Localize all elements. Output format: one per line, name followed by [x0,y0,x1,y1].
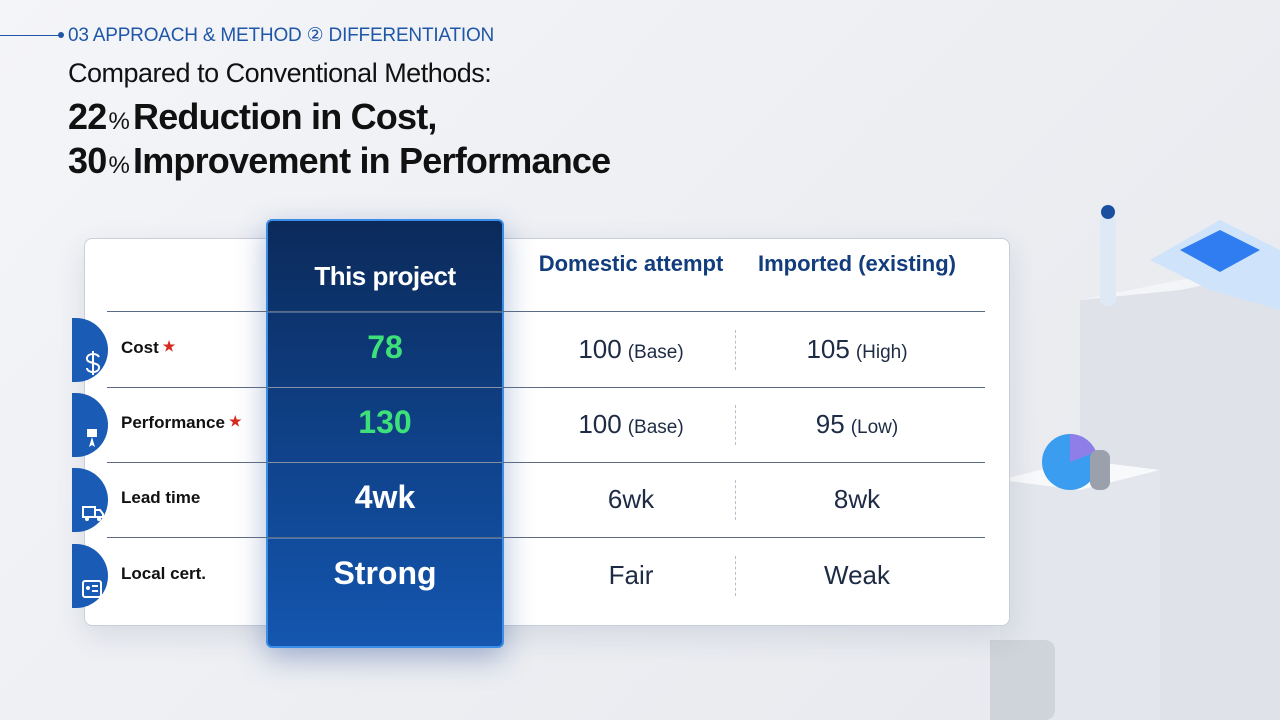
column-divider [735,404,736,445]
column-divider [735,329,736,370]
row-label-text: Local cert. [121,563,207,583]
headline-number: 22 [68,96,107,137]
headline-number: 30 [68,140,107,181]
section-label: 03 APPROACH & METHOD ② DIFFERENTIATION [68,25,495,46]
table-cell: 105 (High) [747,334,967,365]
cell-note: (High) [855,341,908,363]
row-label-text: Lead time [121,487,201,507]
highlight-value: 130 [358,403,412,440]
row-icon [82,505,104,521]
star-icon: ★ [228,412,242,429]
cell-value: 8wk [833,483,881,514]
star-icon: ★ [162,337,176,354]
row-label: Local cert. [121,564,206,584]
column-header: Imported (existing) [757,251,956,276]
row-label: Lead time [121,488,200,508]
table-cell: 8wk [747,484,967,515]
headline: 22% Reduction in Cost, [68,96,437,138]
table-cell: 100 (Base) [521,334,741,365]
column-divider [735,555,736,596]
headline-unit: % [108,152,129,179]
headline: 30% Improvement in Performance [68,140,611,182]
column-header: This project [314,261,456,291]
highlight-separator [268,387,502,388]
cell-value: 100 [578,333,622,364]
column-divider [735,479,736,520]
highlight-value: 78 [367,328,403,365]
highlight-value: Strong [333,554,437,591]
cell-note: (Base) [627,416,684,438]
cell-value: 95 [815,408,845,439]
headline-text: Improvement in Performance [133,140,611,181]
row-label: Cost ★ [121,338,175,358]
headline-unit: % [108,108,129,135]
table-cell: 95 (Low) [747,409,967,440]
table-cell: 6wk [521,484,741,515]
highlight-separator [268,538,502,539]
row-label-text: Cost [121,337,159,357]
highlight-column [266,219,504,648]
highlight-value: 4wk [354,478,416,515]
row-separator [107,537,985,538]
row-icon [87,428,97,447]
section-line [0,35,62,36]
row-icon [82,579,102,598]
section-dot [58,32,64,38]
subtitle: Compared to Conventional Methods: [68,58,492,88]
row-label-text: Performance [121,412,225,432]
headline-text: Reduction in Cost, [133,96,437,137]
cell-value: Fair [608,559,654,590]
row-separator [107,387,985,388]
highlight-separator [268,462,502,463]
row-icon [85,350,101,375]
cell-value: 6wk [607,483,655,514]
row-separator [107,311,985,312]
highlight-separator [268,312,502,313]
row-separator [107,462,985,463]
table-cell: Fair [521,560,741,591]
decoration [990,205,1280,720]
cell-note: (Low) [850,416,899,438]
cell-note: (Base) [627,341,684,363]
cell-value: Weak [824,559,890,590]
row-label: Performance ★ [121,413,242,433]
table-cell: Weak [747,560,967,591]
cell-value: 105 [806,333,850,364]
cell-value: 100 [578,408,622,439]
table-cell: 100 (Base) [521,409,741,440]
column-header: Domestic attempt [538,251,724,276]
table-card [84,238,1010,626]
